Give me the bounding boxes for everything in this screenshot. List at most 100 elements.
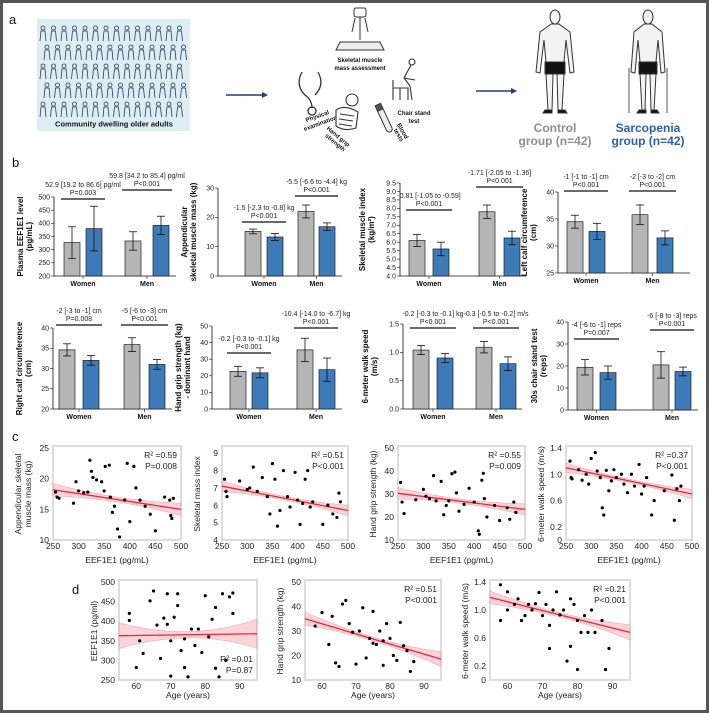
data-point <box>71 501 76 505</box>
data-point <box>519 618 524 623</box>
person-body-icon <box>138 87 145 99</box>
y-tick-label: 9.0 <box>386 189 396 196</box>
data-point <box>405 649 409 653</box>
r-squared-label: R² =0.01 <box>220 654 253 664</box>
effect-size-label: -5 [-6 to -3] cm <box>122 308 168 315</box>
data-point <box>540 614 545 618</box>
data-point <box>412 660 416 664</box>
person-head-icon <box>139 82 144 88</box>
data-point <box>514 510 518 514</box>
data-point <box>467 486 471 490</box>
y-axis-label: muscle mass (kg) <box>23 461 33 528</box>
data-point <box>214 605 218 610</box>
person-body-icon <box>71 68 78 80</box>
p-value-label: P=0.007 <box>583 330 609 337</box>
data-point <box>637 462 641 467</box>
x-tick-label: 300 <box>72 541 86 551</box>
bar-control <box>412 349 430 410</box>
person-body-icon <box>64 49 72 61</box>
scatter-chart: 10 20 30 40 50 60 70 80 90 Age (years) Hand grip s… <box>275 577 442 700</box>
data-point <box>354 662 358 666</box>
data-point <box>607 489 611 493</box>
person-body-icon <box>81 68 89 80</box>
person-body-icon <box>85 49 93 61</box>
person-body-icon <box>64 87 72 99</box>
x-category-label: Men <box>309 414 323 421</box>
control-group-label: Control <box>534 121 577 135</box>
data-point <box>408 669 412 674</box>
y-axis-label: (reps) <box>539 355 548 378</box>
y-axis-label: Hand grip strength (kg) <box>174 323 183 412</box>
bar-chart: 0.0 0.5 1.0 1.5 6-meter walk speed (m/s) Women… <box>361 311 529 421</box>
blood-tube-icon <box>374 102 393 133</box>
data-point <box>450 472 454 476</box>
data-point <box>533 602 538 606</box>
person-body-icon <box>134 68 141 80</box>
data-point <box>612 468 616 472</box>
person-head-icon <box>149 44 155 50</box>
data-point <box>281 468 286 473</box>
person-body-icon <box>123 30 131 42</box>
y-tick-label: 8 <box>213 466 218 476</box>
x-axis-label: EEF1E1 (pg/mL) <box>85 555 148 565</box>
data-point <box>153 529 157 533</box>
data-point <box>558 613 562 617</box>
data-point <box>313 624 317 628</box>
y-tick-label: 6.5 <box>386 231 396 238</box>
person-body-icon <box>144 106 152 118</box>
x-tick-label: 350 <box>609 541 623 551</box>
effect-size-label: -1.71 [-2.05 to -1.36] <box>468 170 531 177</box>
person-head-icon <box>128 82 134 88</box>
person-body-icon <box>165 106 173 118</box>
person-body-icon <box>102 68 110 80</box>
y-tick-label: 40 <box>200 340 208 347</box>
person-head-icon <box>145 25 151 31</box>
data-point <box>679 484 683 488</box>
data-point <box>672 518 676 522</box>
x-tick-label: 350 <box>265 541 279 551</box>
person-body-icon <box>159 49 166 61</box>
data-point <box>255 489 259 493</box>
x-tick-label: 300 <box>584 541 598 551</box>
person-head-icon <box>118 82 123 88</box>
chair-stand-icon <box>392 58 416 101</box>
data-point <box>94 478 99 482</box>
person-head-icon <box>76 44 81 50</box>
y-tick-label: 20 <box>556 363 564 370</box>
data-point <box>238 479 242 483</box>
r-squared-label: R² =0.59 <box>144 450 177 460</box>
y-tick-label: 8.5 <box>386 197 396 204</box>
person-head-icon <box>107 82 113 88</box>
data-point <box>326 503 330 507</box>
data-point <box>134 665 138 670</box>
data-point <box>400 500 404 504</box>
p-value-label: P=0.008 <box>145 461 177 471</box>
person-head-icon <box>44 82 50 88</box>
person-head-icon <box>72 25 77 31</box>
y-tick-label: 10 <box>385 535 395 545</box>
data-point <box>301 501 305 506</box>
data-point <box>155 623 159 627</box>
effect-size-label: -2 [-3 to -2] cm <box>630 174 676 181</box>
data-point <box>476 529 480 533</box>
person-body-icon <box>113 106 120 118</box>
effect-size-label: -5.5 [-6.6 to -4.4] kg <box>286 179 347 186</box>
y-axis-label: - dominant hand <box>183 336 192 398</box>
data-point <box>134 486 138 490</box>
y-tick-label: 0 <box>557 535 562 545</box>
y-tick-label: 4 <box>213 535 218 545</box>
person-head-icon <box>51 101 56 107</box>
person-body-icon <box>54 49 61 61</box>
y-tick-label: 0 <box>204 406 208 413</box>
person-head-icon <box>86 44 92 50</box>
y-tick-label: 400 <box>101 616 115 626</box>
y-tick-label: 300 <box>38 247 50 254</box>
person-body-icon <box>176 30 183 42</box>
data-point <box>593 451 597 455</box>
data-point <box>537 590 541 595</box>
y-tick-label: 0 <box>481 675 486 685</box>
x-category-label: Men <box>493 281 507 288</box>
data-point <box>293 470 297 474</box>
p-value-label: P<0.001 <box>420 319 446 326</box>
y-axis-label: EEF1E1 (pg/ml) <box>89 601 99 662</box>
